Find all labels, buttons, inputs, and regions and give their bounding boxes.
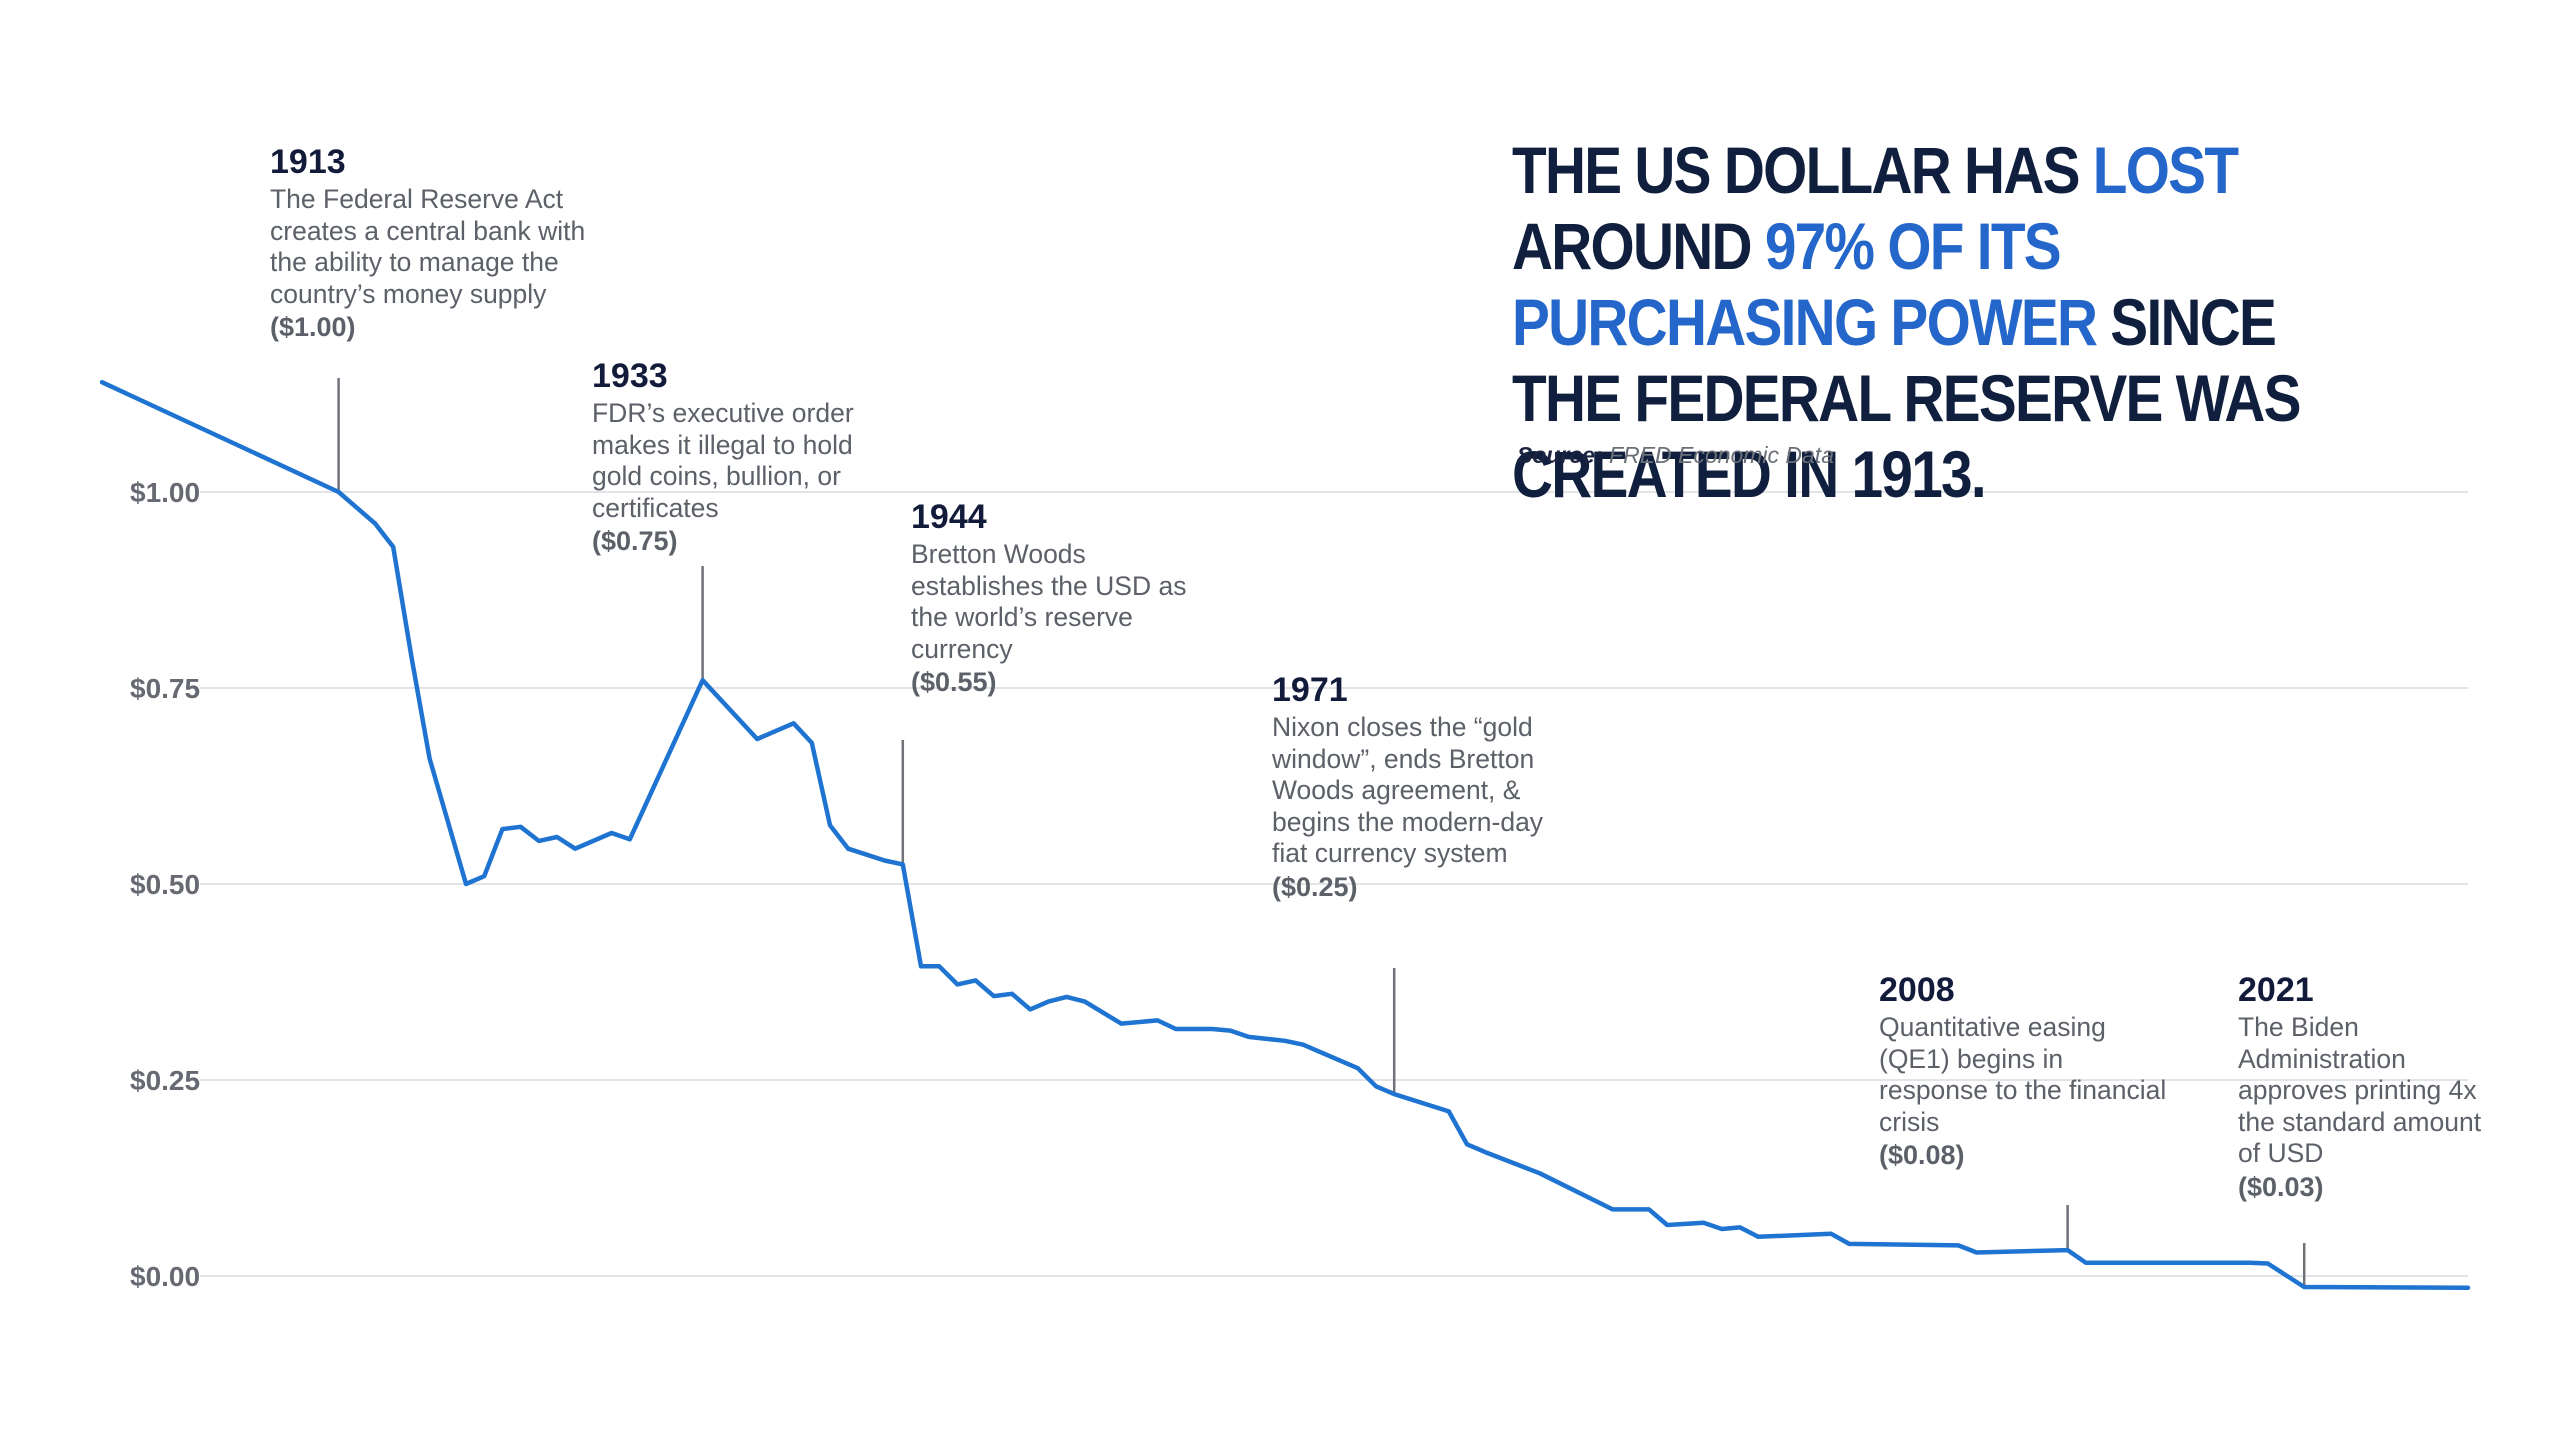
y-axis-ticks: $0.00 $0.25 $0.50 $0.75 $1.00: [130, 477, 200, 1292]
annotation-value: ($0.03): [2238, 1171, 2324, 1202]
chart-title: THE US DOLLAR HAS LOST AROUND 97% OF ITS…: [1512, 132, 2381, 512]
y-tick-label: $0.25: [130, 1065, 200, 1096]
annotation-1971: 1971 Nixon closes the “gold window”, end…: [1272, 670, 1572, 904]
annotation-year: 1913: [270, 143, 346, 181]
annotation-year: 1944: [911, 498, 987, 536]
annotation-desc: Bretton Woods establishes the USD as the…: [911, 539, 1187, 664]
annotation-desc: FDR’s executive order makes it illegal t…: [592, 398, 854, 523]
annotation-year: 2008: [1879, 971, 1955, 1009]
y-tick-label: $0.75: [130, 673, 200, 704]
annotation-value: ($0.08): [1879, 1140, 1965, 1170]
y-tick-label: $1.00: [130, 477, 200, 508]
title-part-5: SINCE THE FEDERAL RESERVE WAS CREATED IN…: [1512, 285, 2302, 511]
annotation-desc: The Federal Reserve Act creates a centra…: [270, 184, 586, 309]
annotation-value: ($0.25): [1272, 871, 1358, 902]
annotation-value: ($0.75): [592, 526, 678, 556]
annotation-desc: Nixon closes the “gold window”, ends Bre…: [1272, 712, 1544, 868]
y-tick-label: $0.00: [130, 1261, 200, 1292]
source-text: FRED Economic Data: [1602, 442, 1834, 468]
annotation-1913: 1913 The Federal Reserve Act creates a c…: [270, 142, 600, 344]
grid-lines: [200, 491, 2468, 1277]
purchasing-power-line: [99, 379, 2471, 1291]
annotation-value: ($0.55): [911, 667, 997, 697]
title-highlight-97-percent: 97% OF ITS PURCHASING POWER: [1512, 209, 2098, 359]
annotation-year: 1933: [592, 357, 668, 395]
annotation-value: ($1.00): [270, 312, 356, 342]
y-tick-label: $0.50: [130, 869, 200, 900]
annotation-desc: The Biden Administration approves printi…: [2238, 1012, 2482, 1168]
source-note: Source: FRED Economic Data: [1517, 442, 1834, 469]
title-highlight-lost: LOST: [2092, 133, 2239, 207]
title-part-1: THE US DOLLAR HAS: [1512, 133, 2093, 207]
annotation-leaders: [337, 378, 2306, 1287]
annotation-year: 1971: [1272, 671, 1348, 709]
title-part-3: AROUND: [1512, 209, 1765, 283]
annotation-1933: 1933 FDR’s executive order makes it ille…: [592, 356, 902, 558]
annotation-year: 2021: [2238, 971, 2314, 1009]
source-label: Source:: [1517, 442, 1603, 468]
annotation-2008: 2008 Quantitative easing (QE1) begins in…: [1879, 970, 2179, 1172]
annotation-1944: 1944 Bretton Woods establishes the USD a…: [911, 497, 1221, 699]
annotation-desc: Quantitative easing (QE1) begins in resp…: [1879, 1012, 2167, 1137]
annotation-2021: 2021 The Biden Administration approves p…: [2238, 970, 2488, 1204]
